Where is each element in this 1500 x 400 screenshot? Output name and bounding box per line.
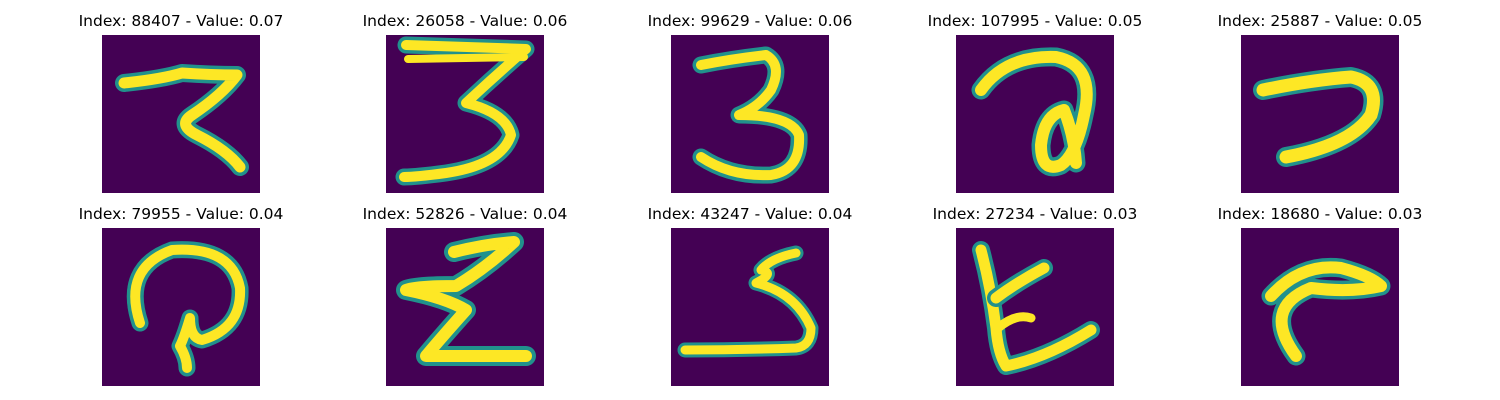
digit-panel-6: Index: 79955 - Value: 0.04 bbox=[51, 203, 311, 386]
digit-glyph bbox=[1241, 35, 1399, 193]
digit-panel-10: Index: 18680 - Value: 0.03 bbox=[1190, 203, 1450, 386]
digit-panel-1: Index: 88407 - Value: 0.07 bbox=[51, 10, 311, 193]
panel-title: Index: 43247 - Value: 0.04 bbox=[647, 205, 853, 223]
digit-glyph bbox=[956, 228, 1114, 386]
panel-title: Index: 27234 - Value: 0.03 bbox=[932, 205, 1138, 223]
digit-image bbox=[1241, 228, 1399, 386]
digit-glyph bbox=[956, 35, 1114, 193]
digit-glyph bbox=[1241, 228, 1399, 386]
panel-title: Index: 99629 - Value: 0.06 bbox=[647, 12, 853, 30]
digit-glyph bbox=[671, 35, 829, 193]
digit-glyph bbox=[386, 35, 544, 193]
digit-image bbox=[671, 228, 829, 386]
panel-title: Index: 18680 - Value: 0.03 bbox=[1217, 205, 1423, 223]
digit-image bbox=[671, 35, 829, 193]
digit-panel-2: Index: 26058 - Value: 0.06 bbox=[335, 10, 595, 193]
digit-panel-7: Index: 52826 - Value: 0.04 bbox=[335, 203, 595, 386]
panel-title: Index: 25887 - Value: 0.05 bbox=[1217, 12, 1423, 30]
digit-panel-8: Index: 43247 - Value: 0.04 bbox=[620, 203, 880, 386]
panel-title: Index: 26058 - Value: 0.06 bbox=[362, 12, 568, 30]
panel-title: Index: 88407 - Value: 0.07 bbox=[78, 12, 284, 30]
digit-image bbox=[1241, 35, 1399, 193]
digit-panel-9: Index: 27234 - Value: 0.03 bbox=[905, 203, 1165, 386]
digit-panel-3: Index: 99629 - Value: 0.06 bbox=[620, 10, 880, 193]
digit-image bbox=[102, 228, 260, 386]
digit-image bbox=[386, 228, 544, 386]
digit-glyph bbox=[102, 228, 260, 386]
digit-panel-4: Index: 107995 - Value: 0.05 bbox=[905, 10, 1165, 193]
digit-glyph bbox=[671, 228, 829, 386]
digit-image bbox=[956, 35, 1114, 193]
digit-glyph bbox=[102, 35, 260, 193]
digit-image bbox=[102, 35, 260, 193]
panel-title: Index: 52826 - Value: 0.04 bbox=[362, 205, 568, 223]
digit-image bbox=[386, 35, 544, 193]
panel-title: Index: 107995 - Value: 0.05 bbox=[927, 12, 1143, 30]
panel-title: Index: 79955 - Value: 0.04 bbox=[78, 205, 284, 223]
digit-glyph bbox=[386, 228, 544, 386]
digit-panel-5: Index: 25887 - Value: 0.05 bbox=[1190, 10, 1450, 193]
digit-image bbox=[956, 228, 1114, 386]
